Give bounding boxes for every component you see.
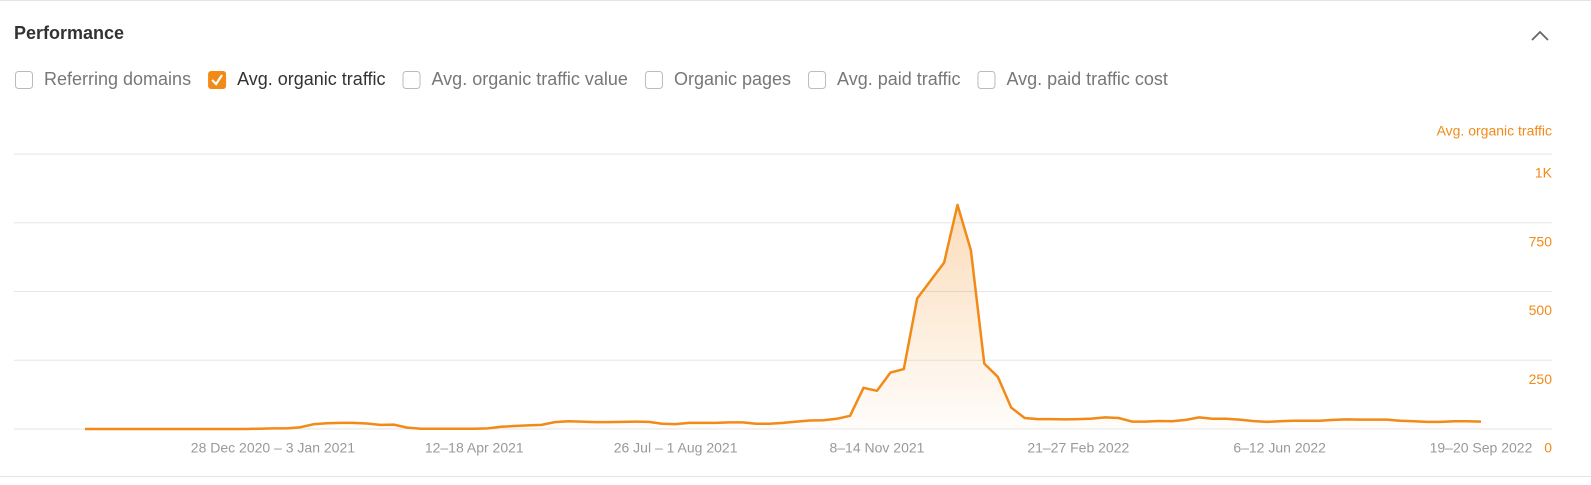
y-tick-label: 1K [1535,165,1553,181]
y-tick-label: 250 [1529,371,1553,387]
x-tick-label: 6–12 Jun 2022 [1233,440,1326,456]
x-tick-label: 12–18 Apr 2021 [425,440,524,456]
y-tick-label: 500 [1529,302,1553,318]
x-tick-label: 26 Jul – 1 Aug 2021 [614,440,738,456]
checkbox[interactable] [15,71,33,89]
checkbox[interactable] [208,71,227,89]
line [85,203,1482,431]
y-tick-label: 750 [1529,233,1553,249]
checkbox[interactable] [402,71,421,89]
area [85,204,1481,429]
x-tick-label: 21–27 Feb 2022 [1027,440,1129,456]
option-label[interactable]: Avg. organic traffic [237,69,385,89]
x-tick-label: 28 Dec 2020 – 3 Jan 2021 [191,440,355,456]
option-label[interactable]: Referring domains [44,69,191,89]
x-tick-label: 8–14 Nov 2021 [829,440,924,456]
x-tick-label: 19–20 Sep 2022 [1430,440,1533,456]
option-label[interactable]: Avg. paid traffic [837,69,960,89]
checkbox[interactable] [644,71,663,89]
checkmark [211,74,223,86]
option-label[interactable]: Avg. paid traffic cost [1006,69,1167,89]
y-tick-label: 0 [1544,440,1552,456]
collapse-icon[interactable] [1531,30,1549,41]
y-axis-label: Avg. organic traffic [1437,123,1552,139]
checkbox[interactable] [977,71,996,89]
option-label[interactable]: Organic pages [674,69,791,89]
checkbox[interactable] [808,71,827,89]
option-label[interactable]: Avg. organic traffic value [432,69,628,89]
panel-title: Performance [14,23,124,43]
